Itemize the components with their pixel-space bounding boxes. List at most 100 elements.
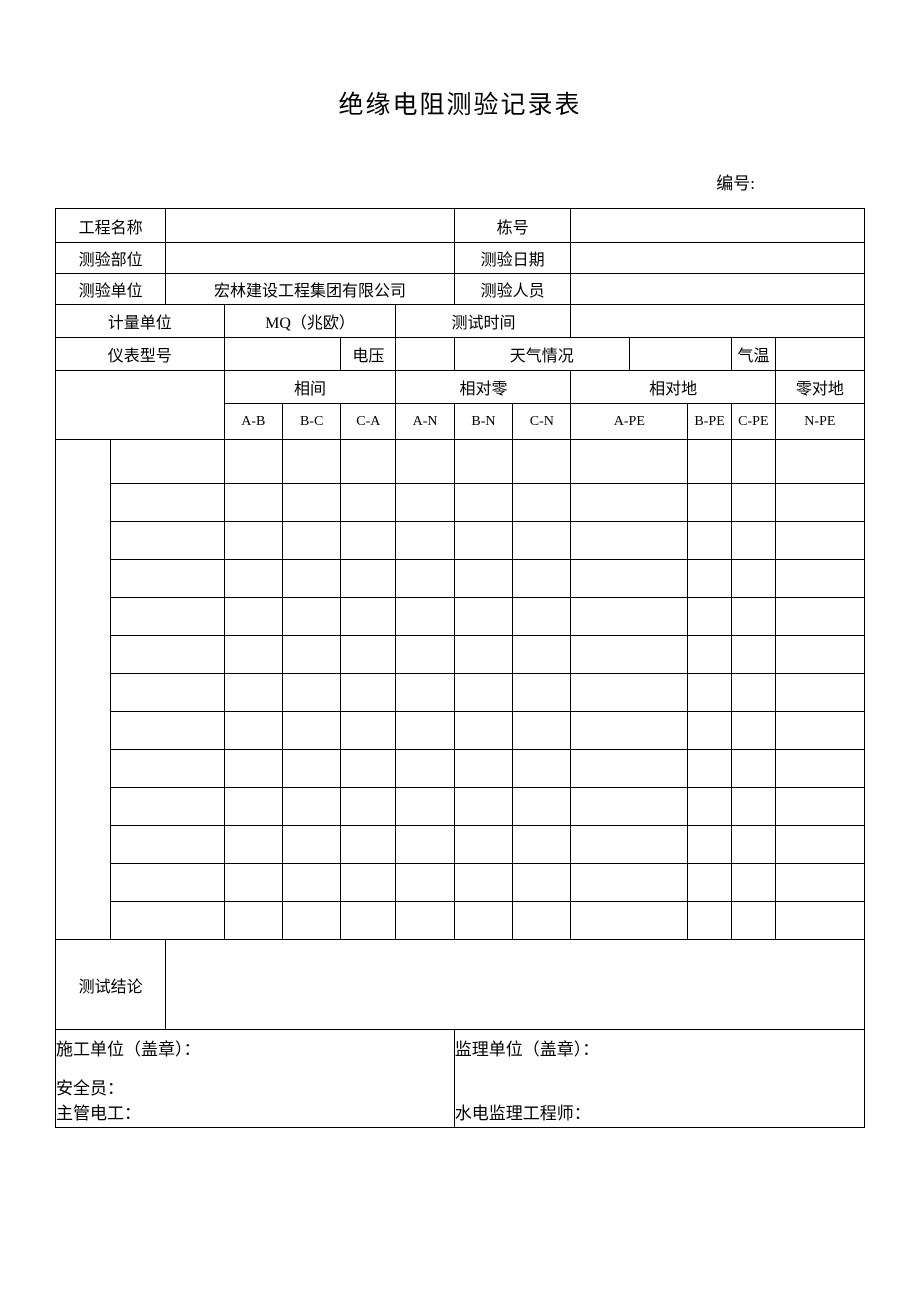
data-cell [513, 484, 571, 522]
data-cell [688, 674, 732, 712]
data-cell [396, 788, 454, 826]
data-cell [396, 750, 454, 788]
voltage-value [396, 338, 454, 371]
data-cell [688, 826, 732, 864]
data-cell [775, 560, 864, 598]
document-title: 绝缘电阻测验记录表 [55, 85, 865, 121]
data-cell [396, 522, 454, 560]
data-cell [731, 902, 775, 940]
data-cell [341, 674, 396, 712]
data-cell [513, 440, 571, 484]
data-row-label [111, 902, 224, 940]
data-cell [513, 522, 571, 560]
construction-unit-label: 施工单位（盖章）： [56, 1035, 452, 1060]
data-cell [282, 598, 340, 636]
data-cell [282, 750, 340, 788]
col-bpe: B-PE [688, 404, 732, 440]
data-cell [775, 636, 864, 674]
data-cell [341, 902, 396, 940]
weather-label: 天气情况 [454, 338, 629, 371]
data-cell [513, 750, 571, 788]
data-cell [688, 864, 732, 902]
data-cell [396, 864, 454, 902]
data-cell [731, 674, 775, 712]
data-row-label [111, 674, 224, 712]
data-cell [571, 712, 688, 750]
data-cell [513, 864, 571, 902]
data-cell [571, 598, 688, 636]
data-cell [513, 902, 571, 940]
temp-label: 气温 [731, 338, 775, 371]
data-row-label [111, 712, 224, 750]
data-cell [513, 674, 571, 712]
col-bn: B-N [454, 404, 512, 440]
data-cell [396, 902, 454, 940]
data-cell [688, 440, 732, 484]
data-row-label [111, 560, 224, 598]
data-cell [775, 826, 864, 864]
data-cell [775, 484, 864, 522]
instrument-label: 仪表型号 [56, 338, 225, 371]
data-cell [396, 560, 454, 598]
supervision-engineer-label: 水电监理工程师： [455, 1099, 862, 1124]
data-cell [224, 522, 282, 560]
project-name-label: 工程名称 [56, 209, 166, 243]
data-cell [282, 674, 340, 712]
col-ca: C-A [341, 404, 396, 440]
data-cell [688, 560, 732, 598]
data-row-label [111, 864, 224, 902]
data-cell [454, 750, 512, 788]
test-date-value [571, 243, 865, 274]
data-cell [282, 864, 340, 902]
data-row-label [111, 826, 224, 864]
data-cell [731, 522, 775, 560]
data-cell [688, 712, 732, 750]
data-cell [731, 712, 775, 750]
data-cell [396, 826, 454, 864]
test-part-value [166, 243, 455, 274]
data-cell [571, 902, 688, 940]
data-cell [775, 788, 864, 826]
data-cell [224, 826, 282, 864]
data-cell [571, 826, 688, 864]
test-unit-value: 宏林建设工程集团有限公司 [166, 274, 455, 305]
data-cell [688, 902, 732, 940]
temp-value [775, 338, 864, 371]
data-row-label [111, 598, 224, 636]
data-cell [282, 902, 340, 940]
data-cell [224, 636, 282, 674]
data-cell [282, 484, 340, 522]
data-cell [454, 440, 512, 484]
data-cell [454, 712, 512, 750]
data-cell [731, 788, 775, 826]
data-cell [513, 712, 571, 750]
data-cell [688, 522, 732, 560]
data-cell [513, 636, 571, 674]
test-time-value [571, 305, 865, 338]
data-cell [454, 864, 512, 902]
test-part-label: 测验部位 [56, 243, 166, 274]
data-cell [688, 484, 732, 522]
data-cell [341, 560, 396, 598]
data-cell [731, 750, 775, 788]
data-row-label-col1 [56, 440, 111, 940]
test-person-value [571, 274, 865, 305]
test-unit-label: 测验单位 [56, 274, 166, 305]
data-cell [731, 598, 775, 636]
row-header-empty [56, 371, 225, 440]
data-cell [775, 712, 864, 750]
data-cell [341, 788, 396, 826]
group-phase-neutral: 相对零 [396, 371, 571, 404]
data-cell [396, 674, 454, 712]
measure-unit-value: MQ（兆欧） [224, 305, 396, 338]
data-cell [396, 712, 454, 750]
data-cell [731, 636, 775, 674]
data-cell [341, 750, 396, 788]
supervision-unit-label: 监理单位（盖章）： [455, 1035, 862, 1060]
conclusion-label: 测试结论 [56, 940, 166, 1030]
data-cell [224, 598, 282, 636]
measure-unit-label: 计量单位 [56, 305, 225, 338]
data-cell [224, 750, 282, 788]
data-cell [396, 636, 454, 674]
data-cell [341, 712, 396, 750]
